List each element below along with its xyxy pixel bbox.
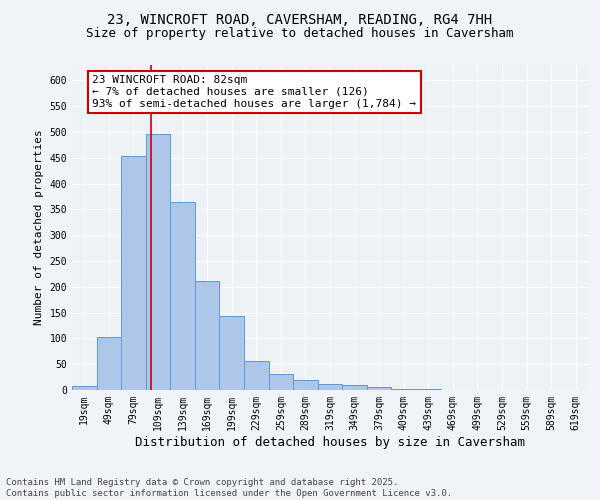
Bar: [293, 380, 318, 390]
Y-axis label: Number of detached properties: Number of detached properties: [34, 130, 44, 326]
Bar: [367, 388, 391, 390]
Bar: [318, 384, 342, 390]
Bar: [391, 389, 416, 390]
Bar: [244, 360, 269, 390]
Bar: [220, 316, 244, 390]
Bar: [342, 385, 367, 390]
Text: 23, WINCROFT ROAD, CAVERSHAM, READING, RG4 7HH: 23, WINCROFT ROAD, CAVERSHAM, READING, R…: [107, 12, 493, 26]
Bar: [97, 338, 121, 390]
Bar: [72, 386, 97, 390]
Text: Size of property relative to detached houses in Caversham: Size of property relative to detached ho…: [86, 28, 514, 40]
Bar: [121, 156, 146, 390]
Bar: [146, 134, 170, 390]
Text: 23 WINCROFT ROAD: 82sqm
← 7% of detached houses are smaller (126)
93% of semi-de: 23 WINCROFT ROAD: 82sqm ← 7% of detached…: [92, 76, 416, 108]
Bar: [195, 280, 220, 390]
X-axis label: Distribution of detached houses by size in Caversham: Distribution of detached houses by size …: [135, 436, 525, 448]
Bar: [269, 374, 293, 390]
Bar: [170, 202, 195, 390]
Text: Contains HM Land Registry data © Crown copyright and database right 2025.
Contai: Contains HM Land Registry data © Crown c…: [6, 478, 452, 498]
